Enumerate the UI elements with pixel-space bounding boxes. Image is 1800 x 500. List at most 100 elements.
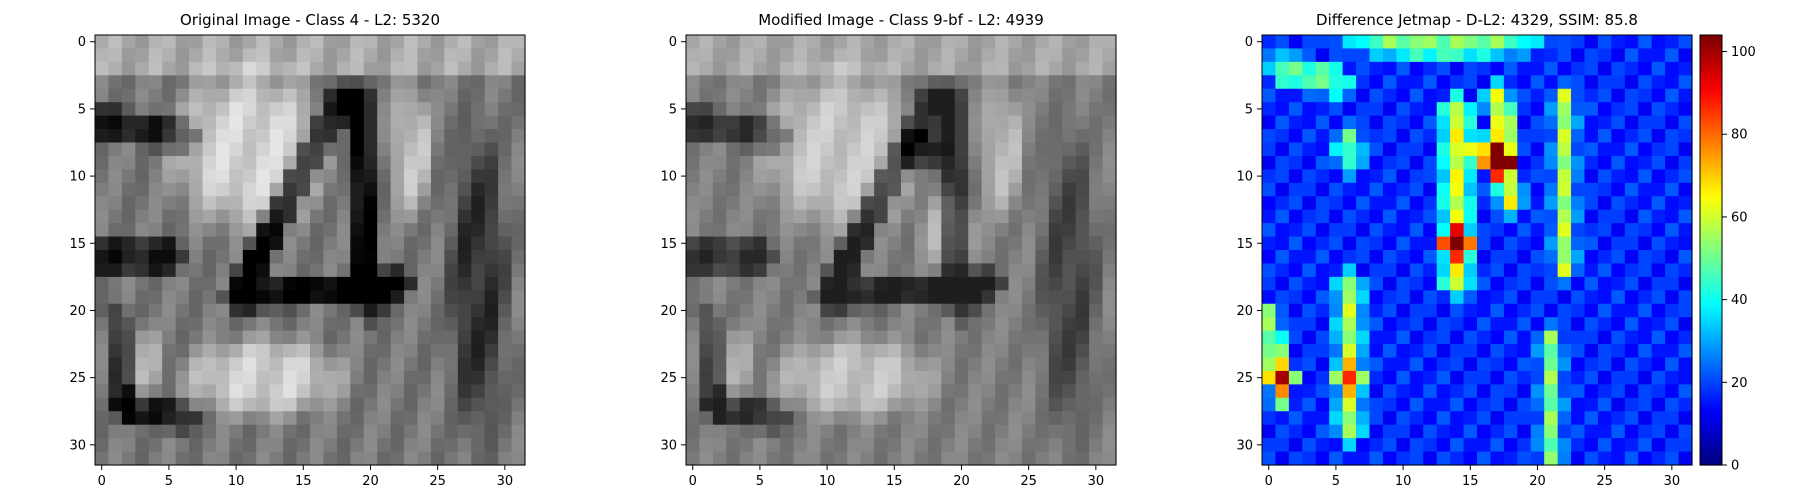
pixel-cell xyxy=(954,384,969,399)
pixel-cell xyxy=(162,196,177,211)
pixel-cell xyxy=(860,102,875,117)
pixel-cell xyxy=(1048,142,1063,157)
pixel-cell xyxy=(350,182,365,197)
pixel-cell xyxy=(712,115,727,130)
pixel-cell xyxy=(847,344,862,359)
pixel-cell xyxy=(242,370,257,385)
pixel-cell xyxy=(404,61,419,76)
pixel-cell xyxy=(1302,250,1317,265)
pixel-cell xyxy=(887,330,902,345)
pixel-cell xyxy=(1089,102,1104,117)
pixel-cell xyxy=(229,155,244,170)
pixel-cell xyxy=(1624,115,1639,130)
pixel-cell xyxy=(847,129,862,144)
pixel-cell xyxy=(350,48,365,63)
pixel-cell xyxy=(699,303,714,318)
pixel-cell xyxy=(471,169,486,184)
pixel-cell xyxy=(941,129,956,144)
pixel-cell xyxy=(202,223,217,238)
pixel-cell xyxy=(686,303,701,318)
pixel-cell xyxy=(471,48,486,63)
pixel-cell xyxy=(108,169,123,184)
pixel-cell xyxy=(1369,411,1384,426)
pixel-cell xyxy=(793,169,808,184)
pixel-cell xyxy=(1315,451,1330,466)
pixel-cell xyxy=(1008,142,1023,157)
pixel-cell xyxy=(148,263,163,278)
pixel-cell xyxy=(1048,357,1063,372)
pixel-cell xyxy=(296,397,311,412)
pixel-cell xyxy=(95,142,110,157)
pixel-cell xyxy=(1102,209,1117,224)
colorbar-segment xyxy=(1700,253,1722,258)
pixel-cell xyxy=(766,411,781,426)
pixel-cell xyxy=(1275,357,1290,372)
pixel-cell xyxy=(256,317,271,332)
pixel-cell xyxy=(189,451,204,466)
pixel-cell xyxy=(927,438,942,453)
pixel-cell xyxy=(1530,223,1545,238)
pixel-cell xyxy=(954,438,969,453)
pixel-cell xyxy=(1089,61,1104,76)
pixel-cell xyxy=(1089,35,1104,50)
pixel-cell xyxy=(780,102,795,117)
y-tick-label: 10 xyxy=(1236,170,1253,185)
pixel-cell xyxy=(215,88,230,103)
pixel-cell xyxy=(269,75,284,90)
pixel-cell xyxy=(202,276,217,291)
pixel-cell xyxy=(1382,88,1397,103)
pixel-cell xyxy=(726,102,741,117)
colorbar-segment xyxy=(1700,106,1722,111)
pixel-cell xyxy=(1544,155,1559,170)
pixel-cell xyxy=(457,142,472,157)
pixel-cell xyxy=(283,263,298,278)
pixel-cell xyxy=(1463,75,1478,90)
pixel-cell xyxy=(202,438,217,453)
pixel-cell xyxy=(739,209,754,224)
pixel-cell xyxy=(901,370,916,385)
pixel-cell xyxy=(1477,61,1492,76)
pixel-cell xyxy=(766,209,781,224)
pixel-cell xyxy=(430,411,445,426)
pixel-cell xyxy=(1503,451,1518,466)
pixel-cell xyxy=(1678,451,1693,466)
pixel-cell xyxy=(1584,35,1599,50)
pixel-cell xyxy=(484,344,499,359)
pixel-cell xyxy=(1035,48,1050,63)
pixel-cell xyxy=(323,35,338,50)
pixel-cell xyxy=(1382,142,1397,157)
pixel-cell xyxy=(1008,290,1023,305)
pixel-cell xyxy=(1611,182,1626,197)
pixel-cell xyxy=(1342,209,1357,224)
pixel-cell xyxy=(686,155,701,170)
pixel-cell xyxy=(1678,35,1693,50)
pixel-cell xyxy=(686,384,701,399)
pixel-cell xyxy=(471,88,486,103)
pixel-cell xyxy=(686,209,701,224)
pixel-cell xyxy=(1651,102,1666,117)
pixel-cell xyxy=(914,290,929,305)
pixel-cell xyxy=(1062,129,1077,144)
pixel-cell xyxy=(498,290,513,305)
pixel-cell xyxy=(726,169,741,184)
pixel-cell xyxy=(1262,236,1277,251)
pixel-cell xyxy=(1356,438,1371,453)
pixel-cell xyxy=(1369,384,1384,399)
pixel-cell xyxy=(833,129,848,144)
pixel-cell xyxy=(1369,75,1384,90)
pixel-cell xyxy=(981,196,996,211)
pixel-cell xyxy=(202,61,217,76)
pixel-cell xyxy=(1557,344,1572,359)
pixel-cell xyxy=(310,384,325,399)
pixel-cell xyxy=(95,397,110,412)
pixel-cell xyxy=(269,48,284,63)
pixel-cell xyxy=(1035,438,1050,453)
pixel-cell xyxy=(1544,196,1559,211)
pixel-cell xyxy=(833,61,848,76)
pixel-cell xyxy=(1382,223,1397,238)
pixel-cell xyxy=(296,263,311,278)
pixel-cell xyxy=(699,155,714,170)
pixel-cell xyxy=(981,129,996,144)
pixel-cell xyxy=(1611,344,1626,359)
pixel-cell xyxy=(1275,88,1290,103)
